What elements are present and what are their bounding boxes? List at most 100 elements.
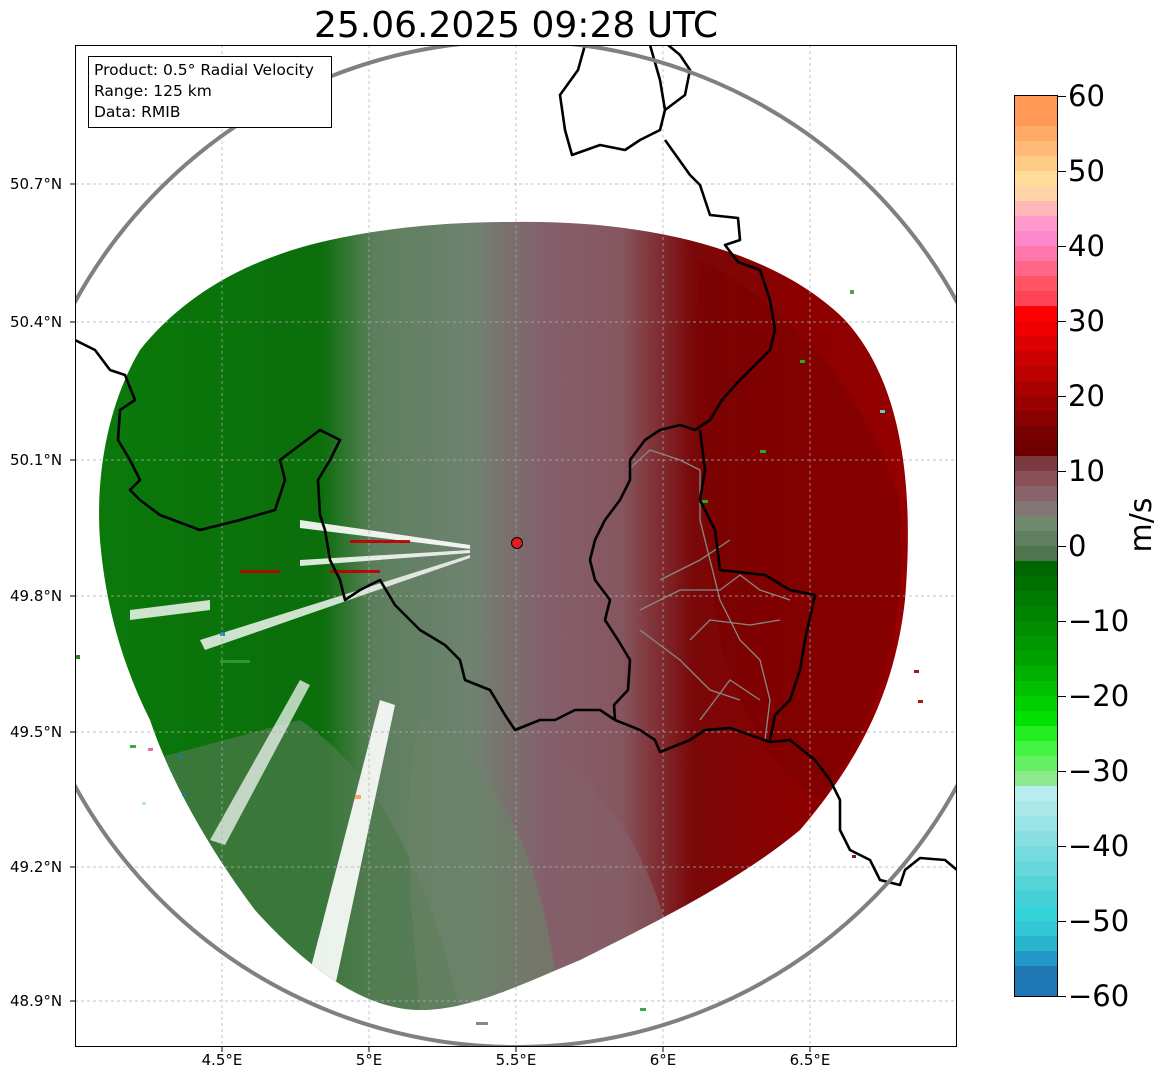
colorbar-segment [1015,126,1057,142]
lat-label: 50.1°N [10,451,63,469]
colorbar-segment [1015,561,1057,577]
colorbar-segment [1015,741,1057,757]
colorbar-tick-label: 60 [1068,79,1105,113]
colorbar-segment [1015,321,1057,337]
colorbar-segment [1015,471,1057,487]
colorbar-segment [1015,906,1057,922]
lon-label: 6°E [649,1051,677,1069]
product-info-box: Product: 0.5° Radial Velocity Range: 125… [88,56,332,128]
lon-label: 5.5°E [495,1051,537,1069]
colorbar-segment [1015,816,1057,832]
colorbar-segment [1015,336,1057,352]
colorbar-segment [1015,351,1057,367]
lat-label: 49.5°N [10,723,63,741]
colorbar-segment [1015,231,1057,247]
colorbar-segment [1015,591,1057,607]
colorbar-tick [1058,471,1066,472]
colorbar-tick [1058,96,1066,97]
lat-label: 49.8°N [10,587,63,605]
colorbar-segment [1015,651,1057,667]
colorbar-segment [1015,831,1057,847]
colorbar-segment [1015,531,1057,547]
velocity-colorbar [1014,95,1058,997]
colorbar-segment [1015,486,1057,502]
colorbar-tick-label: −10 [1068,604,1130,638]
internal-borders [627,449,791,741]
radar-site-marker [511,537,523,549]
colorbar-segment [1015,426,1057,442]
colorbar-segment [1015,636,1057,652]
colorbar-segment [1015,801,1057,817]
map-title: 25.06.2025 09:28 UTC [313,5,719,46]
colorbar-tick-label: −40 [1068,829,1130,863]
product-text: Product: 0.5° Radial Velocity [94,61,314,79]
colorbar-segment [1015,246,1057,262]
colorbar-tick-label: −50 [1068,904,1130,938]
country-borders [75,45,957,887]
colorbar-segment [1015,141,1057,157]
plot-frame [75,45,957,1047]
colorbar-segment [1015,666,1057,682]
colorbar-tick [1058,171,1066,172]
range-text: Range: 125 km [94,82,212,100]
colorbar-segment [1015,546,1057,562]
colorbar-segment [1015,381,1057,397]
colorbar-tick [1058,246,1066,247]
colorbar-segment [1015,771,1057,787]
colorbar-tick-label: 10 [1068,454,1105,488]
colorbar-tick-label: −20 [1068,679,1130,713]
colorbar-segment [1015,576,1057,592]
colorbar-segment [1015,96,1057,127]
colorbar-segment [1015,291,1057,307]
colorbar-tick [1058,921,1066,922]
colorbar-unit-label: m/s [1124,497,1159,553]
colorbar-segment [1015,201,1057,217]
colorbar-segment [1015,276,1057,292]
lat-label: 49.2°N [10,858,63,876]
colorbar-segment [1015,756,1057,772]
colorbar-tick [1058,846,1066,847]
colorbar-segment [1015,861,1057,877]
colorbar-segment [1015,786,1057,802]
axis-ticks [70,183,811,1052]
colorbar-segment [1015,606,1057,622]
colorbar-tick-label: −60 [1068,979,1130,1013]
colorbar-segment [1015,936,1057,952]
colorbar-tick [1058,621,1066,622]
colorbar-segment [1015,711,1057,727]
colorbar-tick [1058,321,1066,322]
lon-label: 5°E [355,1051,383,1069]
colorbar-segment [1015,216,1057,232]
colorbar-segment [1015,891,1057,907]
colorbar-segment [1015,396,1057,412]
colorbar-segment [1015,456,1057,472]
colorbar-tick [1058,771,1066,772]
colorbar-segment [1015,516,1057,532]
colorbar-segment [1015,846,1057,862]
colorbar-segment [1015,621,1057,637]
colorbar-tick-label: 50 [1068,154,1105,188]
colorbar-segment [1015,726,1057,742]
colorbar-segment [1015,921,1057,937]
colorbar-segment [1015,441,1057,457]
data-source-text: Data: RMIB [94,103,181,121]
colorbar-tick [1058,396,1066,397]
colorbar-segment [1015,171,1057,187]
colorbar-tick-label: 20 [1068,379,1105,413]
colorbar-segment [1015,261,1057,277]
colorbar-segment [1015,186,1057,202]
colorbar-segment [1015,696,1057,712]
colorbar-tick-label: 0 [1068,529,1087,563]
colorbar-segment [1015,681,1057,697]
colorbar-segment [1015,411,1057,427]
lon-label: 6.5°E [789,1051,831,1069]
colorbar-tick-label: 40 [1068,229,1105,263]
lon-label: 4.5°E [201,1051,243,1069]
lat-label: 50.7°N [10,175,63,193]
graticule [75,45,957,1047]
colorbar-tick [1058,696,1066,697]
colorbar-segment [1015,966,1057,996]
colorbar-tick-label: −30 [1068,754,1130,788]
colorbar-tick-label: 30 [1068,304,1105,338]
